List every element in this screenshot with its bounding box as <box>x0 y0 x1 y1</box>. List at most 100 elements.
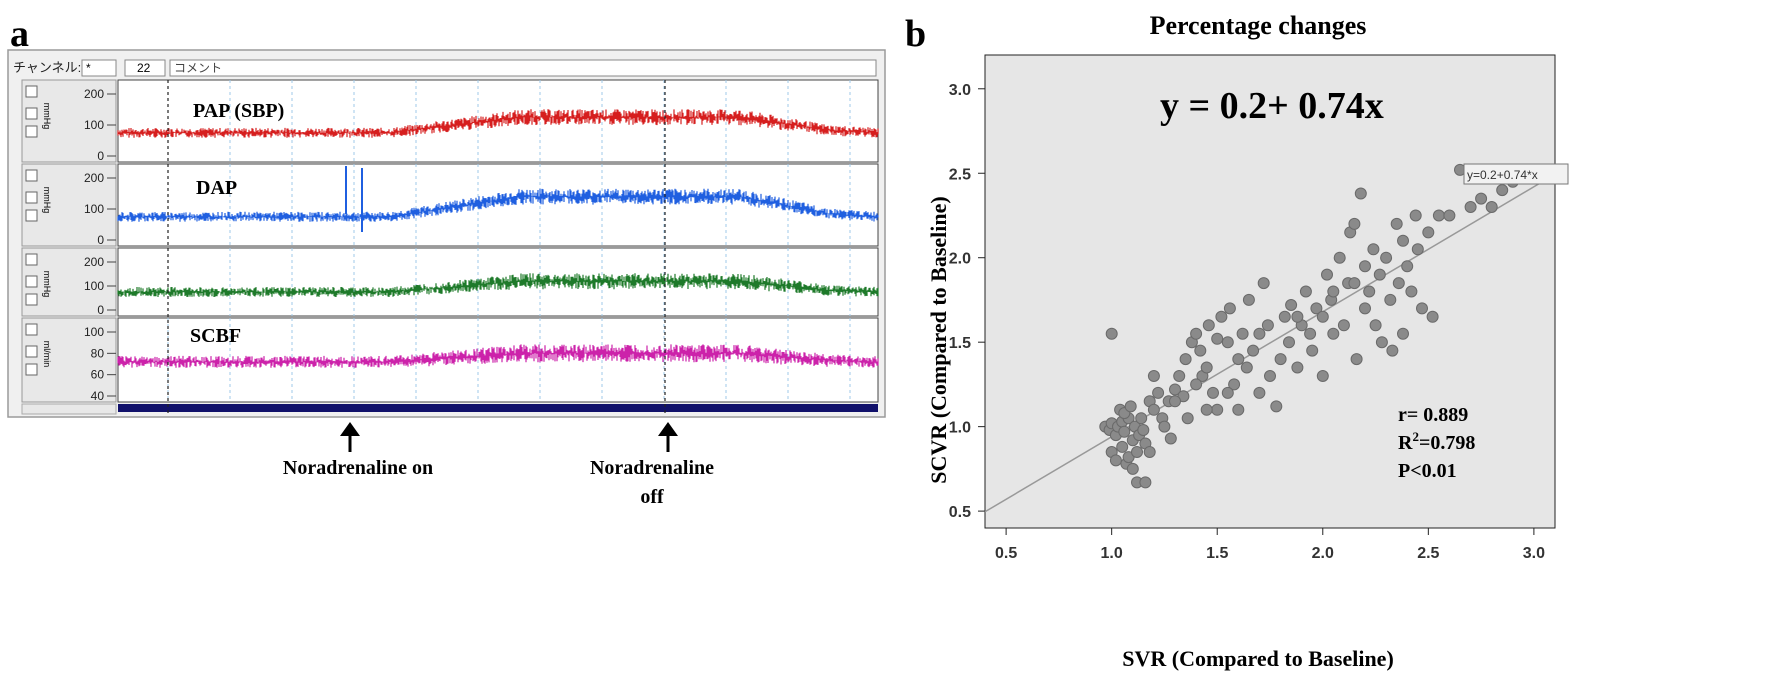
channel-label: チャンネル: <box>13 60 81 75</box>
data-point <box>1411 243 1424 256</box>
channel-tick-label: 100 <box>84 325 104 339</box>
data-point <box>1257 277 1270 290</box>
fit-line-label: y=0.2+0.74*x <box>1467 168 1538 182</box>
channel-trace <box>117 188 879 222</box>
regression-line <box>984 173 1556 513</box>
channel-unit-tag: mmHg <box>42 271 52 298</box>
data-point <box>1348 217 1361 230</box>
channel-menu-button <box>25 85 38 98</box>
channel-tick-label: 0 <box>97 149 104 163</box>
channel-axis-box <box>21 79 117 163</box>
noradrenaline-on-label: Noradrenaline on <box>283 457 433 479</box>
data-point <box>1253 386 1266 399</box>
channel-tick-label: 100 <box>84 279 104 293</box>
data-point <box>1386 344 1399 357</box>
data-point <box>1135 412 1148 425</box>
data-point <box>1147 403 1160 416</box>
data-point <box>1422 226 1435 239</box>
stat-r2-value: =0.798 <box>1419 432 1475 454</box>
data-point <box>1327 285 1340 298</box>
channel-select-value: * <box>86 61 91 75</box>
data-point <box>1131 446 1143 458</box>
channel-trace <box>117 109 879 138</box>
data-point <box>1247 344 1260 357</box>
data-point <box>1143 446 1156 458</box>
data-point <box>1384 293 1397 306</box>
noradrenaline-on-arrow <box>340 422 360 452</box>
data-point <box>1350 353 1363 366</box>
data-point <box>1200 361 1213 374</box>
channel-tick-label: 200 <box>84 255 104 269</box>
data-point <box>1221 386 1234 399</box>
channel-unit-tag: mmHg <box>42 187 52 214</box>
data-point <box>1359 260 1371 273</box>
noradrenaline-off-label-2: off <box>640 486 664 508</box>
data-point <box>1109 454 1122 467</box>
channel-tick-label: 200 <box>84 171 104 185</box>
channel-label: PAP (SBP) <box>193 100 284 122</box>
zoom-in-button <box>25 191 38 204</box>
bottom-axis-box <box>21 403 117 415</box>
channel-axis-box <box>21 163 117 247</box>
stat-r2-sup: 2 <box>1412 429 1419 444</box>
channel-select[interactable] <box>81 59 117 77</box>
data-point <box>1264 370 1276 382</box>
recorder-window: チャンネル: * 22 コメント mmHg 200 100 0 PAP (SBP) mmH… <box>7 49 886 418</box>
data-point <box>1333 251 1346 264</box>
channel-tick-label: 0 <box>97 303 104 317</box>
data-point <box>1432 209 1445 222</box>
data-point <box>1485 201 1498 213</box>
data-point <box>1173 370 1186 382</box>
data-point <box>1390 217 1403 230</box>
data-point <box>1179 353 1192 366</box>
data-point <box>1261 319 1274 332</box>
channel-tick-label: 100 <box>84 202 104 216</box>
channel-tick-label: 60 <box>91 368 105 382</box>
data-point <box>1310 302 1323 315</box>
x-tick-label: 0.5 <box>995 545 1017 562</box>
number-field-value: 22 <box>137 61 151 75</box>
recorder-toolbar: チャンネル: * 22 コメント <box>13 59 877 77</box>
data-point <box>1253 327 1266 340</box>
data-point <box>1359 302 1371 315</box>
channel-unit-tag: ml/min <box>42 341 52 368</box>
data-point <box>1475 192 1488 205</box>
zoom-out-button <box>25 209 38 222</box>
data-point <box>1181 412 1194 425</box>
data-point <box>1375 336 1388 349</box>
x-axis-label: SVR (Compared to Baseline) <box>1122 646 1394 671</box>
x-tick-label: 2.0 <box>1312 545 1334 562</box>
data-point <box>1221 336 1234 349</box>
data-point <box>1285 299 1298 311</box>
data-point <box>1274 353 1287 366</box>
y-tick-label: 2.5 <box>949 166 971 183</box>
zoom-out-button <box>25 293 38 306</box>
channel-tick-label: 100 <box>84 118 104 132</box>
data-point <box>1278 310 1291 323</box>
data-point <box>1137 424 1150 436</box>
data-point <box>1363 285 1376 298</box>
stat-r2-prefix: R <box>1398 432 1413 454</box>
data-point <box>1158 420 1171 433</box>
scatter-plot: 0.5 1.0 1.5 2.0 2.5 3.0 0.5 1.0 1.5 2.0 2.5 3.0 <box>949 54 1556 562</box>
data-point <box>1169 395 1181 408</box>
data-point <box>1464 201 1477 213</box>
y-tick-label: 2.0 <box>949 251 971 268</box>
data-point <box>1369 319 1382 332</box>
comment-field[interactable] <box>169 59 877 77</box>
number-field[interactable] <box>124 59 166 77</box>
zoom-out-button <box>25 363 38 376</box>
x-tick-label: 1.0 <box>1101 545 1123 562</box>
data-point <box>1194 344 1207 357</box>
data-point <box>1242 293 1255 306</box>
data-point <box>1215 310 1228 323</box>
y-tick-label: 3.0 <box>949 82 971 99</box>
data-point <box>1283 336 1295 349</box>
data-point <box>1401 260 1414 273</box>
stat-p: P<0.01 <box>1398 460 1457 482</box>
y-tick-label: 1.0 <box>949 420 971 437</box>
channel-trace <box>117 344 879 368</box>
data-point <box>1126 462 1139 475</box>
data-point <box>1291 310 1304 323</box>
data-point <box>1211 403 1224 416</box>
